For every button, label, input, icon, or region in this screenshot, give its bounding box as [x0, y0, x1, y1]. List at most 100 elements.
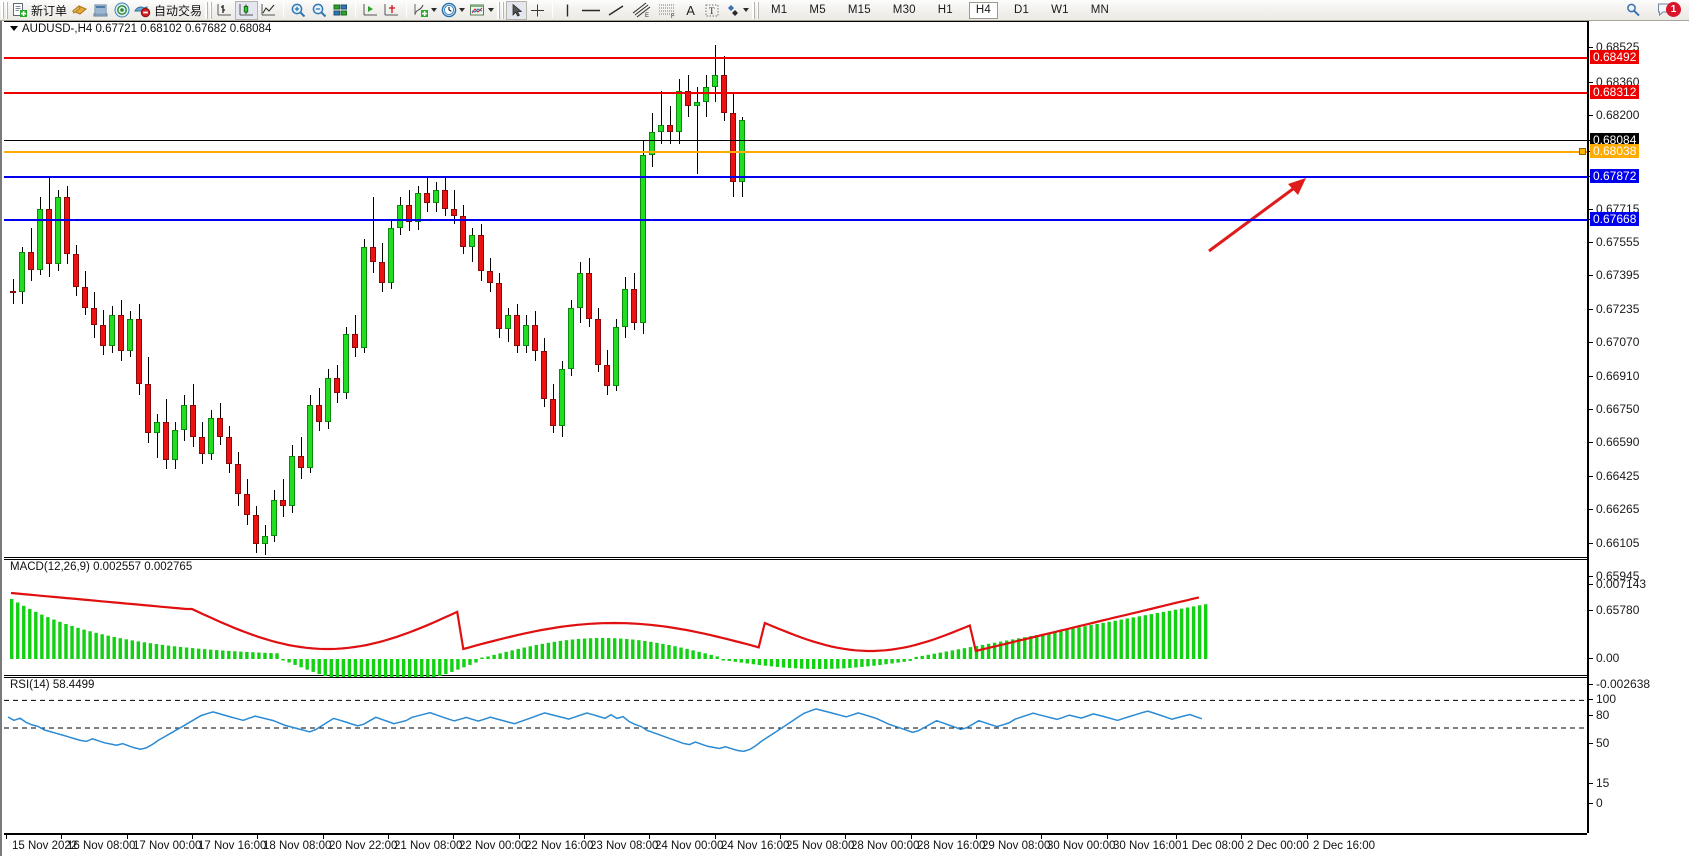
candle-body: [316, 404, 322, 422]
cursor-tool-button[interactable]: [506, 0, 528, 20]
level-line-current-price[interactable]: [4, 140, 1587, 141]
macd-histogram-bar: [395, 659, 400, 677]
chart-symbol-header[interactable]: AUDUSD-,H4 0.67721 0.68102 0.67682 0.680…: [10, 23, 271, 35]
candle-body: [244, 494, 250, 516]
data-window-button[interactable]: [90, 1, 111, 20]
time-axis[interactable]: 15 Nov 2022 16 Nov 08:00 17 Nov 00:00 17 No…: [4, 833, 1587, 856]
templates-button[interactable]: [467, 1, 496, 20]
chart-tile-button[interactable]: [330, 1, 351, 20]
fibonacci-tool-button[interactable]: F: [654, 1, 680, 20]
equidistant-channel-tool-button[interactable]: E: [628, 1, 654, 20]
price-pane[interactable]: AUDUSD-,H4 0.67721 0.68102 0.67682 0.680…: [4, 21, 1587, 558]
timeframe-m15-button[interactable]: M15: [847, 4, 871, 16]
macd-histogram-bar: [1010, 639, 1015, 659]
time-axis-tick: 24 Nov 00:00: [655, 840, 724, 852]
timeframe-m30-button[interactable]: M30: [892, 4, 916, 16]
candle-body: [433, 189, 439, 203]
macd-histogram-bar: [263, 652, 267, 659]
toolbar-grip[interactable]: [1, 1, 8, 19]
level-line-resistance-red-2[interactable]: [4, 92, 1587, 94]
notifications-button[interactable]: 1: [1649, 1, 1683, 20]
timeframe-m5-button[interactable]: M5: [809, 4, 826, 16]
level-line-level-orange[interactable]: [4, 151, 1587, 153]
candle-body: [631, 288, 637, 323]
price-label-badge[interactable]: 0.68492: [1590, 50, 1640, 64]
timeframe-d1-button[interactable]: D1: [1014, 4, 1030, 16]
price-axis[interactable]: 0.685250.683600.682000.680840.680380.678…: [1587, 21, 1689, 833]
periods-dropdown-arrow[interactable]: [459, 8, 466, 12]
macd-histogram-bar: [227, 650, 231, 659]
price-label-badge[interactable]: 0.67872: [1590, 169, 1640, 183]
indicators-button[interactable]: [411, 1, 439, 20]
time-axis-mark: [61, 835, 62, 839]
time-axis-mark: [388, 835, 389, 839]
bullish-arrow[interactable]: [1208, 181, 1302, 253]
level-line-resistance-red-1[interactable]: [4, 57, 1587, 59]
notification-count-badge: 1: [1666, 1, 1681, 17]
autotrading-button[interactable]: 自动交易: [132, 1, 204, 20]
zoom-in-button[interactable]: [288, 1, 309, 20]
macd-histogram-bar: [389, 659, 394, 677]
macd-histogram-bar: [661, 643, 665, 659]
vertical-line-tool-button[interactable]: [557, 1, 578, 20]
chart-autoscroll-button[interactable]: [381, 1, 402, 20]
price-label-badge[interactable]: 0.67668: [1590, 212, 1640, 226]
toolbar-grip-3[interactable]: [497, 1, 505, 19]
time-axis-tick: 25 Nov 08:00: [786, 840, 855, 852]
chart-area[interactable]: AUDUSD-,H4 0.67721 0.68102 0.67682 0.680…: [0, 21, 1689, 856]
crosshair-tool-button[interactable]: [527, 1, 548, 20]
price-label-badge[interactable]: 0.68312: [1590, 85, 1640, 99]
macd-histogram-bar: [1131, 617, 1135, 659]
candle-body: [586, 273, 592, 320]
timeframe-m1-button[interactable]: M1: [771, 4, 788, 16]
periods-button[interactable]: [439, 1, 467, 20]
macd-histogram-bar: [94, 632, 98, 659]
zoom-out-button[interactable]: [309, 1, 330, 20]
macd-histogram-bar: [908, 659, 912, 661]
chart-shift-button[interactable]: [360, 1, 381, 20]
timeframe-w1-button[interactable]: W1: [1051, 4, 1069, 16]
signals-button[interactable]: [111, 1, 132, 20]
search-button[interactable]: [1622, 1, 1643, 20]
shapes-tool-button[interactable]: [722, 1, 751, 20]
macd-pane[interactable]: MACD(12,26,9) 0.002557 0.002765: [4, 559, 1587, 677]
candlestick-chart-button[interactable]: [235, 0, 259, 20]
macd-histogram-bar: [1143, 615, 1148, 659]
timeframe-h4-button[interactable]: H4: [968, 1, 998, 19]
line-chart-button[interactable]: [258, 1, 279, 20]
level-line-support-blue-2[interactable]: [4, 219, 1587, 221]
candle-body: [703, 86, 709, 102]
equidistant-channel-icon: E: [632, 2, 651, 18]
toolbar-grip-2[interactable]: [205, 1, 213, 19]
macd-histogram-bar: [10, 599, 14, 659]
text-label-tool-button[interactable]: T: [701, 1, 722, 20]
candle-body: [100, 324, 106, 346]
level-drag-handle[interactable]: [1579, 148, 1586, 155]
templates-dropdown-arrow[interactable]: [488, 8, 495, 12]
macd-histogram-bar: [190, 648, 195, 659]
rsi-header: RSI(14) 58.4499: [10, 679, 95, 691]
macd-histogram-bar: [811, 659, 816, 669]
horizontal-line-tool-button[interactable]: [578, 1, 604, 20]
level-line-support-blue-1[interactable]: [4, 176, 1587, 178]
bar-chart-button[interactable]: [214, 1, 235, 20]
text-tool-button[interactable]: A: [686, 2, 695, 18]
collapse-triangle-icon[interactable]: [10, 26, 18, 32]
shapes-dropdown-arrow[interactable]: [743, 8, 750, 12]
price-label-badge[interactable]: 0.68038: [1590, 144, 1640, 158]
candle-body: [190, 404, 196, 438]
macd-histogram-bar: [781, 659, 786, 668]
macd-histogram-bar: [118, 638, 122, 659]
trendline-tool-button[interactable]: [604, 1, 628, 20]
macd-signal-line: [10, 591, 1200, 653]
rsi-pane[interactable]: RSI(14) 58.4499: [4, 677, 1587, 777]
timeframe-h1-button[interactable]: H1: [937, 4, 953, 16]
expert-advisors-button[interactable]: [69, 1, 90, 20]
new-order-button[interactable]: 新订单: [10, 1, 69, 20]
price-label-badge[interactable]: 0.68084: [1590, 133, 1640, 147]
toolbar-grip-4[interactable]: [752, 1, 760, 19]
macd-histogram-bar: [293, 659, 297, 665]
candle-body: [460, 216, 466, 247]
timeframe-mn-button[interactable]: MN: [1090, 4, 1110, 16]
indicators-dropdown-arrow[interactable]: [431, 8, 438, 12]
